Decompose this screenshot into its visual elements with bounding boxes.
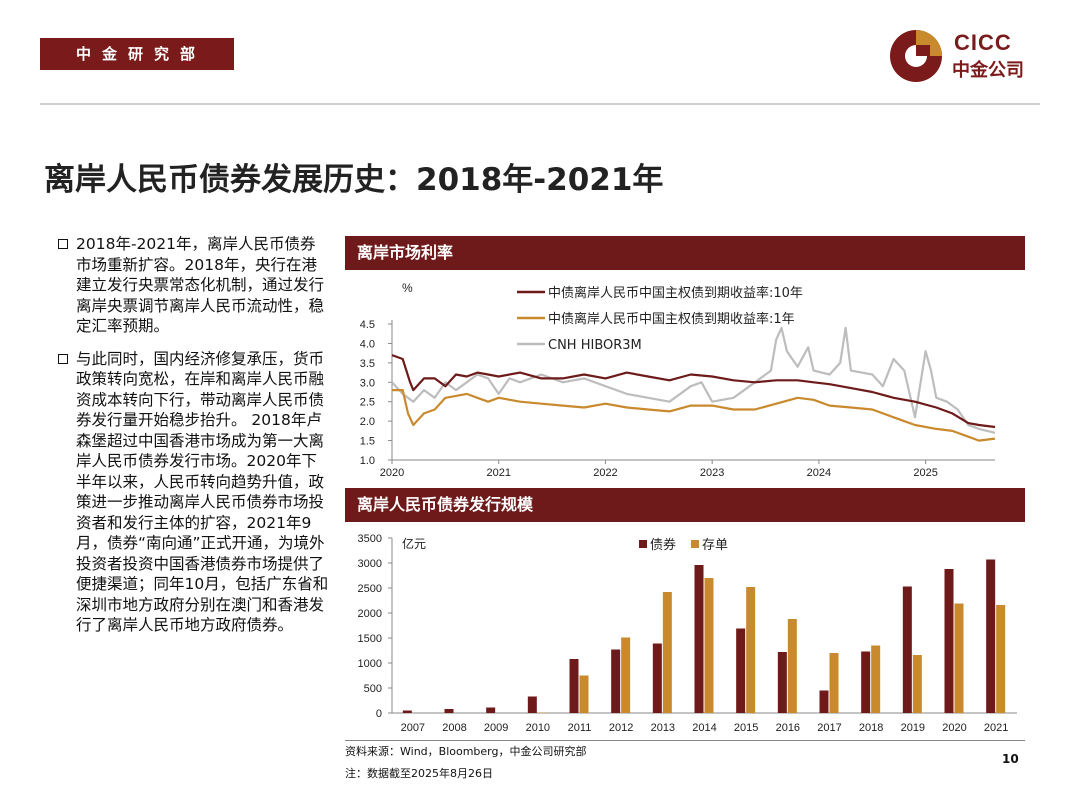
bar — [652, 643, 662, 713]
y-tick-label: 3.0 — [360, 377, 375, 389]
x-tick-label: 2021 — [984, 722, 1008, 734]
bar — [986, 559, 996, 713]
chart-rate-header: 离岸市场利率 — [345, 236, 1025, 270]
y-tick-label: 1.5 — [360, 436, 375, 448]
legend-swatch — [691, 540, 699, 548]
x-tick-label: 2025 — [913, 467, 937, 479]
bar — [819, 690, 829, 713]
bullet-text: 与此同时，国内经济修复承压，货币政策转向宽松，在岸和离岸人民币融资成本转向下行，… — [76, 349, 329, 635]
legend-label: 中债离岸人民币中国主权债到期收益率:1年 — [548, 311, 795, 327]
chart-issuance-header: 离岸人民币债券发行规模 — [345, 488, 1025, 522]
y-tick-label: 2.5 — [360, 397, 375, 409]
x-tick-label: 2023 — [700, 467, 724, 479]
page-title: 离岸人民币债券发展历史：2018年-2021年 — [44, 162, 664, 198]
bar — [912, 655, 922, 713]
x-tick-label: 2014 — [692, 722, 716, 734]
y-unit-label: % — [402, 281, 413, 295]
note-text: 注：数据截至2025年8月26日 — [345, 767, 493, 780]
bar — [486, 707, 496, 713]
series-line — [391, 326, 996, 434]
page-number: 10 — [1002, 752, 1019, 766]
issuance-bar-chart: 3500 3000 2500 2000 1500 1000 500 0 亿元 2007 2008 20… — [358, 533, 1017, 734]
y-tick-label: 3.5 — [360, 358, 375, 370]
x-tick-label: 2013 — [651, 722, 675, 734]
bar — [537, 712, 547, 713]
legend-label: 中债离岸人民币中国主权债到期收益率:10年 — [548, 285, 803, 301]
bar — [996, 605, 1006, 713]
bar — [662, 592, 672, 713]
legend-label: 存单 — [702, 538, 728, 553]
bar — [746, 587, 756, 713]
bar — [402, 710, 412, 713]
y-tick-label: 4.0 — [360, 338, 375, 350]
source-divider — [345, 740, 1025, 741]
bar — [944, 569, 954, 713]
cicc-logo: CICC 中金公司 — [888, 26, 1048, 86]
legend-swatch — [639, 540, 647, 548]
x-tick-label: 2012 — [609, 722, 633, 734]
x-tick-label: 2017 — [817, 722, 841, 734]
y-tick-label: 3000 — [358, 558, 382, 570]
bullet-text: 2018年-2021年，离岸人民币债券市场重新扩容。2018年，央行在港建立发行… — [76, 235, 325, 335]
source-text: 资料来源：Wind，Bloomberg，中金公司研究部 — [345, 745, 587, 758]
bar — [527, 696, 537, 713]
bar — [611, 649, 621, 713]
bar — [704, 578, 714, 713]
legend-label: CNH HIBOR3M — [548, 338, 642, 353]
y-tick-label: 2.0 — [360, 416, 375, 428]
bullet-list: 2018年-2021年，离岸人民币债券市场重新扩容。2018年，央行在港建立发行… — [58, 234, 330, 648]
y-tick-label: 1500 — [358, 633, 382, 645]
bar — [736, 628, 746, 713]
series-line — [391, 354, 996, 429]
bar — [777, 652, 787, 713]
x-tick-label: 2009 — [484, 722, 508, 734]
x-tick-label: 2019 — [901, 722, 925, 734]
x-tick-label: 2008 — [442, 722, 466, 734]
bar — [871, 645, 881, 713]
square-bullet-icon — [58, 353, 68, 364]
bar — [861, 651, 871, 713]
bar — [579, 675, 589, 713]
bullet-item: 2018年-2021年，离岸人民币债券市场重新扩容。2018年，央行在港建立发行… — [58, 234, 330, 337]
y-tick-label: 500 — [364, 683, 382, 695]
y-unit-label: 亿元 — [402, 536, 426, 551]
x-tick-label: 2015 — [734, 722, 758, 734]
y-tick-label: 1000 — [358, 658, 382, 670]
y-tick-label: 0 — [376, 708, 382, 720]
bar — [902, 586, 912, 713]
bar — [621, 637, 631, 713]
square-bullet-icon — [58, 239, 68, 249]
x-tick-label: 2021 — [486, 467, 510, 479]
bullet-item: 与此同时，国内经济修复承压，货币政策转向宽松，在岸和离岸人民币融资成本转向下行，… — [58, 349, 330, 636]
x-tick-label: 2010 — [526, 722, 550, 734]
y-tick-label: 2500 — [358, 583, 382, 595]
logo-text-en: CICC — [954, 30, 1012, 55]
x-tick-label: 2024 — [807, 467, 831, 479]
header-divider — [40, 103, 1040, 105]
bar — [444, 709, 454, 713]
x-tick-label: 2020 — [380, 467, 404, 479]
legend-label: 债券 — [650, 537, 676, 553]
x-tick-label: 2007 — [401, 722, 425, 734]
x-tick-label: 2011 — [568, 722, 592, 734]
y-tick-label: 3500 — [358, 533, 382, 545]
x-tick-label: 2022 — [593, 467, 617, 479]
x-tick-label: 2018 — [859, 722, 883, 734]
bar — [954, 603, 964, 713]
y-tick-label: 1.0 — [360, 455, 375, 467]
x-tick-label: 2016 — [776, 722, 800, 734]
series-line — [392, 389, 996, 442]
y-tick-label: 2000 — [358, 608, 382, 620]
x-tick-label: 2020 — [942, 722, 966, 734]
department-banner: 中金研究部 — [40, 38, 234, 70]
offshore-rate-line-chart: 4.5 4.0 3.5 3.0 2.5 2.0 1.5 1.0 2020 2021 2022 2023… — [360, 281, 996, 479]
cicc-logo-icon — [890, 30, 942, 82]
bar — [569, 659, 579, 713]
bar — [787, 619, 797, 713]
bar — [829, 653, 839, 713]
y-tick-label: 4.5 — [360, 319, 375, 331]
logo-text-cn: 中金公司 — [952, 60, 1024, 81]
bar — [694, 565, 704, 713]
